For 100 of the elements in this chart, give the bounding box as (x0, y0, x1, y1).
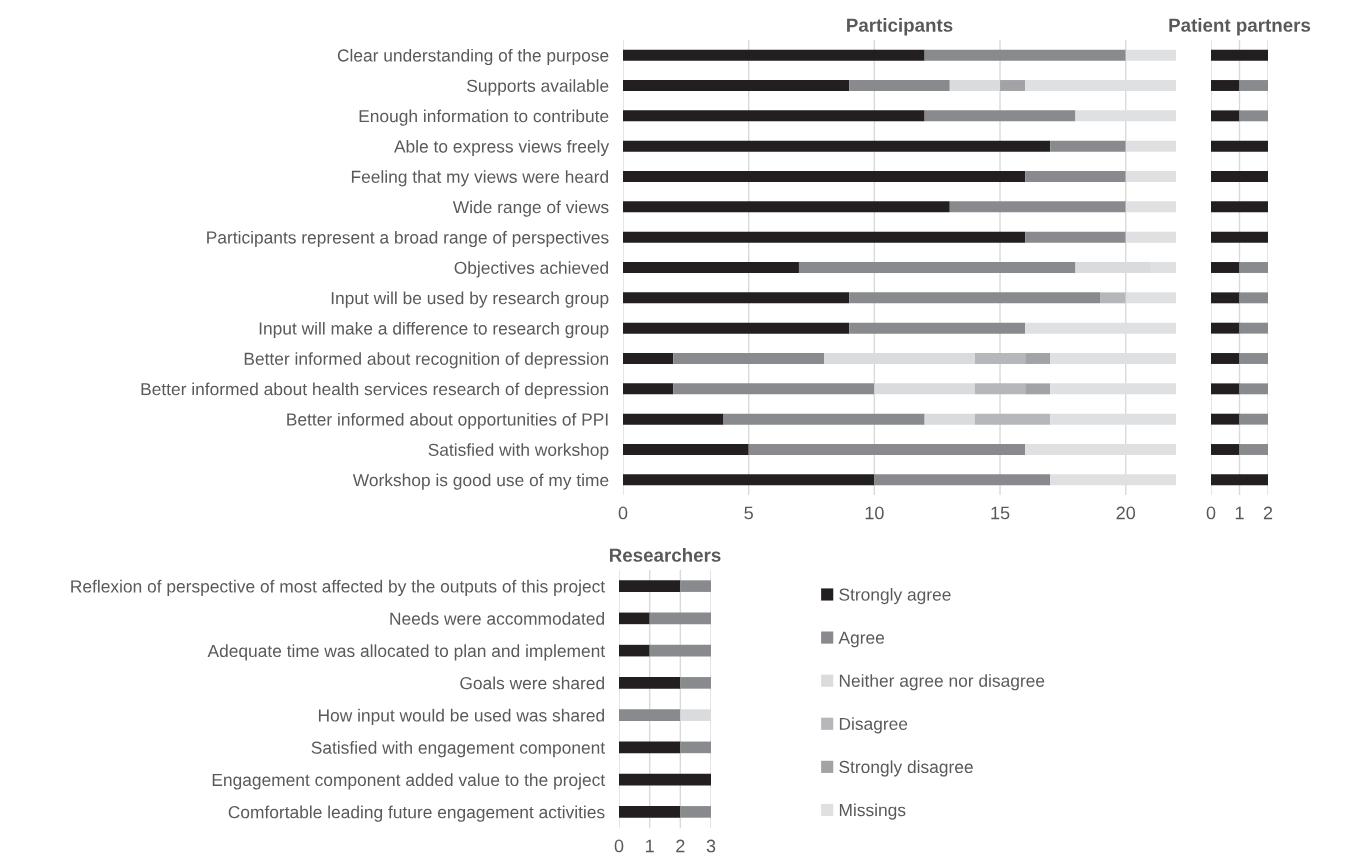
bar (1025, 353, 1051, 364)
bar (680, 580, 711, 592)
bar (1025, 383, 1051, 395)
bar (619, 741, 681, 754)
bar (1000, 80, 1026, 91)
bar (619, 580, 681, 592)
x-tick-label: 0 (614, 839, 624, 853)
y-tick-label: Able to express views freely (393, 139, 610, 157)
bar (623, 383, 674, 395)
bar (1125, 49, 1176, 61)
x-tick-label: 20 (1116, 506, 1136, 520)
bar (649, 644, 711, 657)
bar (1050, 140, 1126, 152)
bar (680, 741, 711, 754)
bar (1025, 231, 1126, 243)
bar (849, 322, 1026, 334)
bar (623, 322, 850, 334)
y-tick-label: Clear understanding of the purpose (337, 48, 609, 66)
bar (1100, 292, 1126, 304)
bar (623, 292, 850, 304)
bar (673, 353, 825, 364)
bar (1125, 140, 1176, 152)
bar (680, 677, 711, 689)
y-tick-label: Participants represent a broad range of perspectives (207, 230, 609, 248)
x-tick-label: 15 (991, 506, 1010, 520)
chart-title: Researchers (609, 548, 721, 562)
y-tick-label: Supports available (467, 79, 609, 96)
bar (723, 413, 925, 425)
bar (623, 444, 749, 455)
bar (619, 709, 681, 721)
y-tick-label: Feeling that my views were heard (351, 170, 609, 187)
bar (974, 353, 1026, 364)
y-tick-label: Reflexion of perspective of most affected by the outputs of this project (71, 579, 606, 597)
chart-title: Participants (847, 18, 953, 36)
bar (1125, 292, 1176, 304)
legend-label: Agree (838, 631, 885, 648)
bar (623, 231, 1026, 243)
bar (619, 677, 681, 689)
bar (623, 201, 950, 213)
bar (619, 644, 650, 657)
bar (623, 474, 875, 486)
legend-label: Strongly agree (839, 587, 951, 605)
y-tick-label: Workshop is good use of my time (352, 473, 609, 490)
bar (849, 80, 950, 91)
x-tick-label: 2 (676, 839, 685, 853)
y-tick-label: Satisfied with engagement component (311, 741, 605, 758)
y-tick-label: Satisfied with workshop (428, 443, 609, 460)
bar (949, 201, 1126, 213)
y-tick-label: Enough information to contribute (359, 109, 609, 126)
x-tick-label: 10 (865, 506, 884, 520)
x-tick-label: 1 (1235, 506, 1244, 520)
x-tick-label: 3 (706, 839, 716, 853)
bar (680, 806, 711, 818)
bar (673, 383, 875, 395)
bar (849, 292, 1101, 304)
bar (924, 49, 1126, 61)
bar (619, 773, 711, 786)
bar (623, 110, 925, 122)
bar (619, 612, 650, 625)
bar (623, 49, 925, 61)
x-tick-label: 2 (1263, 506, 1273, 520)
bar (924, 413, 975, 425)
bar (924, 110, 1076, 122)
bar (874, 474, 1051, 486)
y-tick-label: Objectives achieved (454, 261, 608, 278)
chart-title: Patient partners (1169, 18, 1311, 36)
bar (623, 413, 724, 425)
y-tick-label: Wide range of views (452, 200, 609, 217)
bar (623, 353, 674, 364)
y-tick-label: Adequate time was allocated to plan and implement (207, 644, 606, 661)
y-tick-label: Input will make a difference to research group (259, 321, 609, 339)
bar (974, 383, 1026, 395)
y-tick-label: Needs were accommodated (390, 612, 605, 625)
y-tick-label: How input would be used was shared (318, 708, 605, 726)
y-tick-label: Goals were shared (460, 676, 604, 690)
y-tick-label: Input will be used by research group (331, 291, 609, 308)
x-tick-label: 0 (618, 506, 628, 520)
x-tick-label: 5 (744, 506, 753, 520)
bar (623, 171, 1026, 182)
bar (623, 140, 1051, 152)
bar (1125, 201, 1176, 213)
x-tick-label: 0 (1206, 506, 1216, 520)
legend-label: Neither agree nor disagree (839, 674, 1045, 691)
y-tick-label: Better informed about opportunities of PPI (287, 412, 608, 430)
bar (649, 612, 711, 625)
bar (623, 262, 799, 273)
y-tick-label: Better informed about recognition of depression (244, 352, 609, 369)
bar (1125, 231, 1176, 243)
legend-label: Disagree (839, 717, 908, 734)
bar (798, 262, 1076, 273)
bar (748, 444, 1026, 455)
x-tick-label: 1 (646, 839, 654, 853)
bar (1125, 171, 1176, 182)
bar (623, 80, 850, 91)
legend-label: Strongly disagree (839, 760, 973, 777)
bar (619, 806, 681, 818)
y-tick-label: Better informed about health services research of depression (141, 382, 609, 399)
y-tick-label: Engagement component added value to the project (212, 773, 606, 790)
y-tick-label: Comfortable leading future engagement activities (228, 805, 605, 822)
bar (974, 413, 1051, 425)
